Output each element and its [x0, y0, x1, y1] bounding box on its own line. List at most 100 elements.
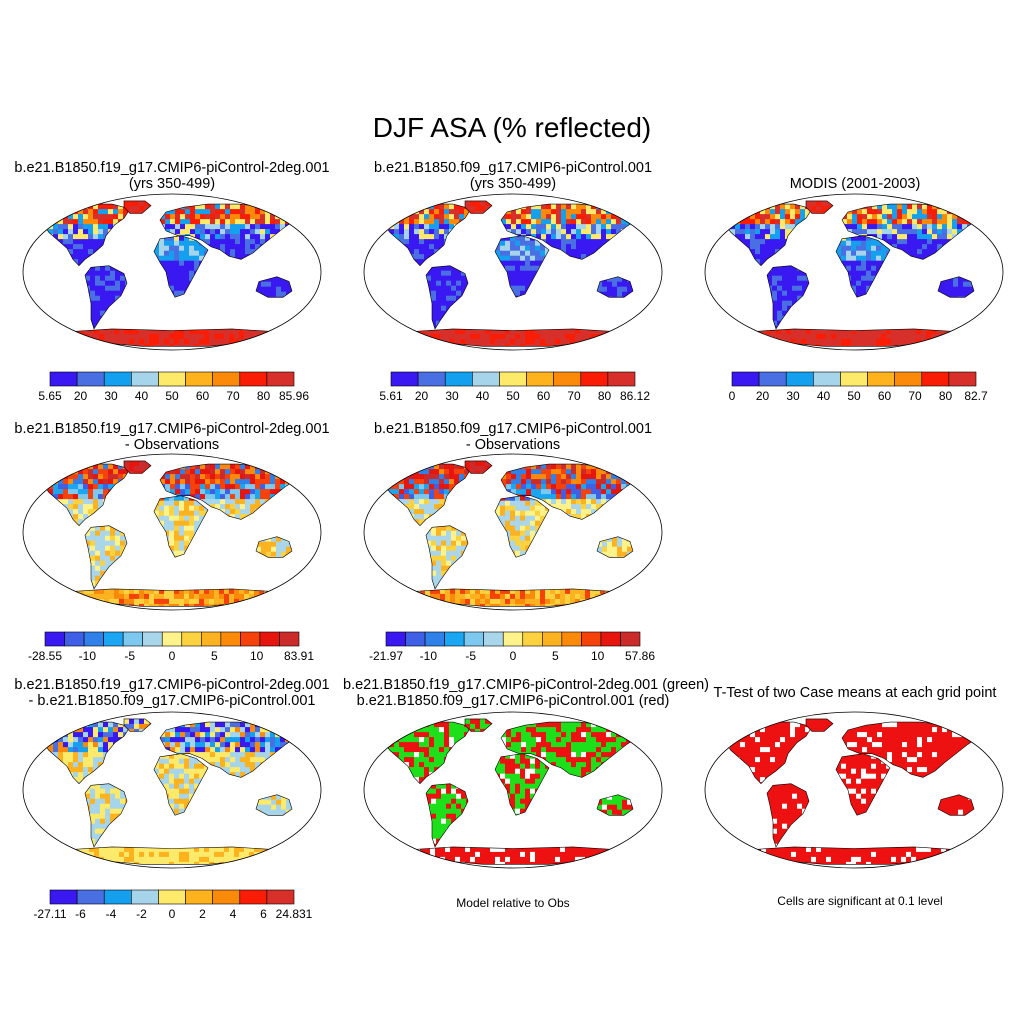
panel-3-title-line1: MODIS (2001-2003)	[789, 176, 921, 192]
colorbar-label: 0	[729, 389, 736, 403]
colorbar-box	[948, 371, 977, 387]
colorbar-panel-2: 5.61 20 30 40 50 60 70 80 86.12	[379, 371, 650, 403]
colorbar-label: 40	[135, 389, 149, 403]
colorbar-label: 57.86	[625, 649, 655, 663]
colorbar-box	[542, 631, 563, 647]
coastline-africa	[494, 495, 550, 558]
land-africa	[154, 753, 208, 816]
land-greenland	[124, 200, 151, 214]
land-africa	[495, 235, 549, 298]
land-africa	[495, 753, 549, 816]
coastline-north-america	[383, 463, 472, 527]
colorbar-label: -5	[124, 649, 135, 663]
land-greenland	[465, 200, 492, 214]
colorbar-label: 60	[537, 389, 551, 403]
coastline-south-america	[425, 783, 469, 848]
coastline-greenland	[464, 200, 493, 214]
colorbar-label: -6	[75, 907, 86, 921]
land-north-america	[725, 204, 812, 266]
map-panel-8	[704, 711, 1004, 869]
colorbar-box	[76, 371, 105, 387]
coastline-eurasia	[159, 721, 299, 778]
colorbar-label: -10	[420, 649, 438, 663]
coastline-australia	[596, 794, 634, 816]
panel-1-title: b.e21.B1850.f19_g17.CMIP6-piControl-2deg…	[2, 160, 342, 192]
colorbar-panel-6: -27.11 -6 -4 -2 0 2 4 6 24.831	[33, 889, 313, 921]
panel-8-caption: Cells are significant at 0.1 level	[777, 894, 943, 908]
colorbar-box	[161, 631, 183, 647]
colorbar-box	[266, 889, 295, 905]
colorbar-box	[561, 631, 582, 647]
coastline-eurasia	[159, 203, 299, 260]
land-greenland	[465, 460, 492, 474]
colorbar-label: -5	[465, 649, 476, 663]
coastline-north-america	[42, 463, 131, 527]
map-outline	[22, 193, 322, 351]
colorbar-panel-5: -21.97 -10 -5 0 5 10 57.86	[369, 631, 655, 663]
land-north-america	[384, 464, 471, 526]
panel-4-title: b.e21.B1850.f19_g17.CMIP6-piControl-2deg…	[2, 421, 342, 453]
colorbar-box	[49, 371, 78, 387]
coastline-south-america	[84, 525, 128, 590]
panel-2-title: b.e21.B1850.f09_g17.CMIP6-piControl.001 …	[343, 160, 683, 192]
panel-5-title-line1: b.e21.B1850.f09_g17.CMIP6-piControl.001	[373, 421, 653, 437]
coastline-south-america	[84, 265, 128, 330]
land-africa	[154, 495, 208, 558]
colorbar-label: 10	[591, 649, 605, 663]
colorbar-box	[921, 371, 950, 387]
colorbar-box	[444, 631, 465, 647]
coastline-eurasia	[841, 721, 981, 778]
colorbar-box	[158, 889, 186, 905]
land-greenland	[465, 718, 492, 732]
colorbar-label: 83.91	[284, 649, 314, 663]
colorbar-box	[131, 889, 159, 905]
coastline-greenland	[464, 460, 493, 474]
colorbar-label: 82.7	[964, 389, 988, 403]
colorbar-label: 10	[250, 649, 264, 663]
colorbar-label: 85.96	[279, 389, 309, 403]
coastline-africa	[494, 753, 550, 816]
coastline-north-america	[42, 203, 131, 267]
colorbar-box	[607, 371, 636, 387]
panel-2-title-line2: (yrs 350-499)	[469, 176, 557, 192]
colorbar-label: 0	[510, 649, 517, 663]
panel-8-title: T-Test of two Case means at each grid po…	[685, 685, 1024, 701]
colorbar-label: 40	[817, 389, 831, 403]
colorbar-box	[463, 631, 484, 647]
panel-5-title-line2: - Observations	[465, 437, 561, 453]
colorbar-box	[76, 889, 105, 905]
colorbar-box	[758, 371, 787, 387]
coastline-north-america	[724, 721, 813, 785]
colorbar-box	[239, 889, 268, 905]
coastline-greenland	[805, 200, 834, 214]
colorbar-box	[49, 889, 78, 905]
panel-5-title: b.e21.B1850.f09_g17.CMIP6-piControl.001 …	[343, 421, 683, 453]
coastline-greenland	[805, 718, 834, 732]
colorbar-box	[813, 371, 841, 387]
colorbar-label: 50	[847, 389, 861, 403]
colorbar-box	[240, 631, 261, 647]
colorbar-box	[122, 631, 143, 647]
colorbar-label: 40	[476, 389, 490, 403]
panel-6-title-line1: b.e21.B1850.f19_g17.CMIP6-piControl-2deg…	[14, 677, 330, 693]
coastline-south-america	[425, 265, 469, 330]
coastline-australia	[255, 794, 293, 816]
map-outline	[363, 453, 663, 611]
coastline-africa	[494, 235, 550, 298]
map-panel-3	[704, 193, 1004, 351]
coastline-north-america	[383, 721, 472, 785]
colorbar-label: 50	[165, 389, 179, 403]
map-panel-2	[363, 193, 663, 351]
colorbar-label: 0	[169, 907, 176, 921]
colorbar-label: 70	[908, 389, 922, 403]
coastline-eurasia	[841, 203, 981, 260]
panel-7-title-line1: b.e21.B1850.f19_g17.CMIP6-piControl-2deg…	[343, 677, 709, 693]
coastline-australia	[937, 794, 975, 816]
colorbar-box	[158, 371, 186, 387]
colorbar-box	[103, 631, 124, 647]
coastline-africa	[153, 495, 209, 558]
colorbar-label: 2	[199, 907, 206, 921]
colorbar-box	[522, 631, 543, 647]
coastline-australia	[596, 536, 634, 558]
colorbar-panel-1: 5.65 20 30 40 50 60 70 80 85.96	[38, 371, 309, 403]
